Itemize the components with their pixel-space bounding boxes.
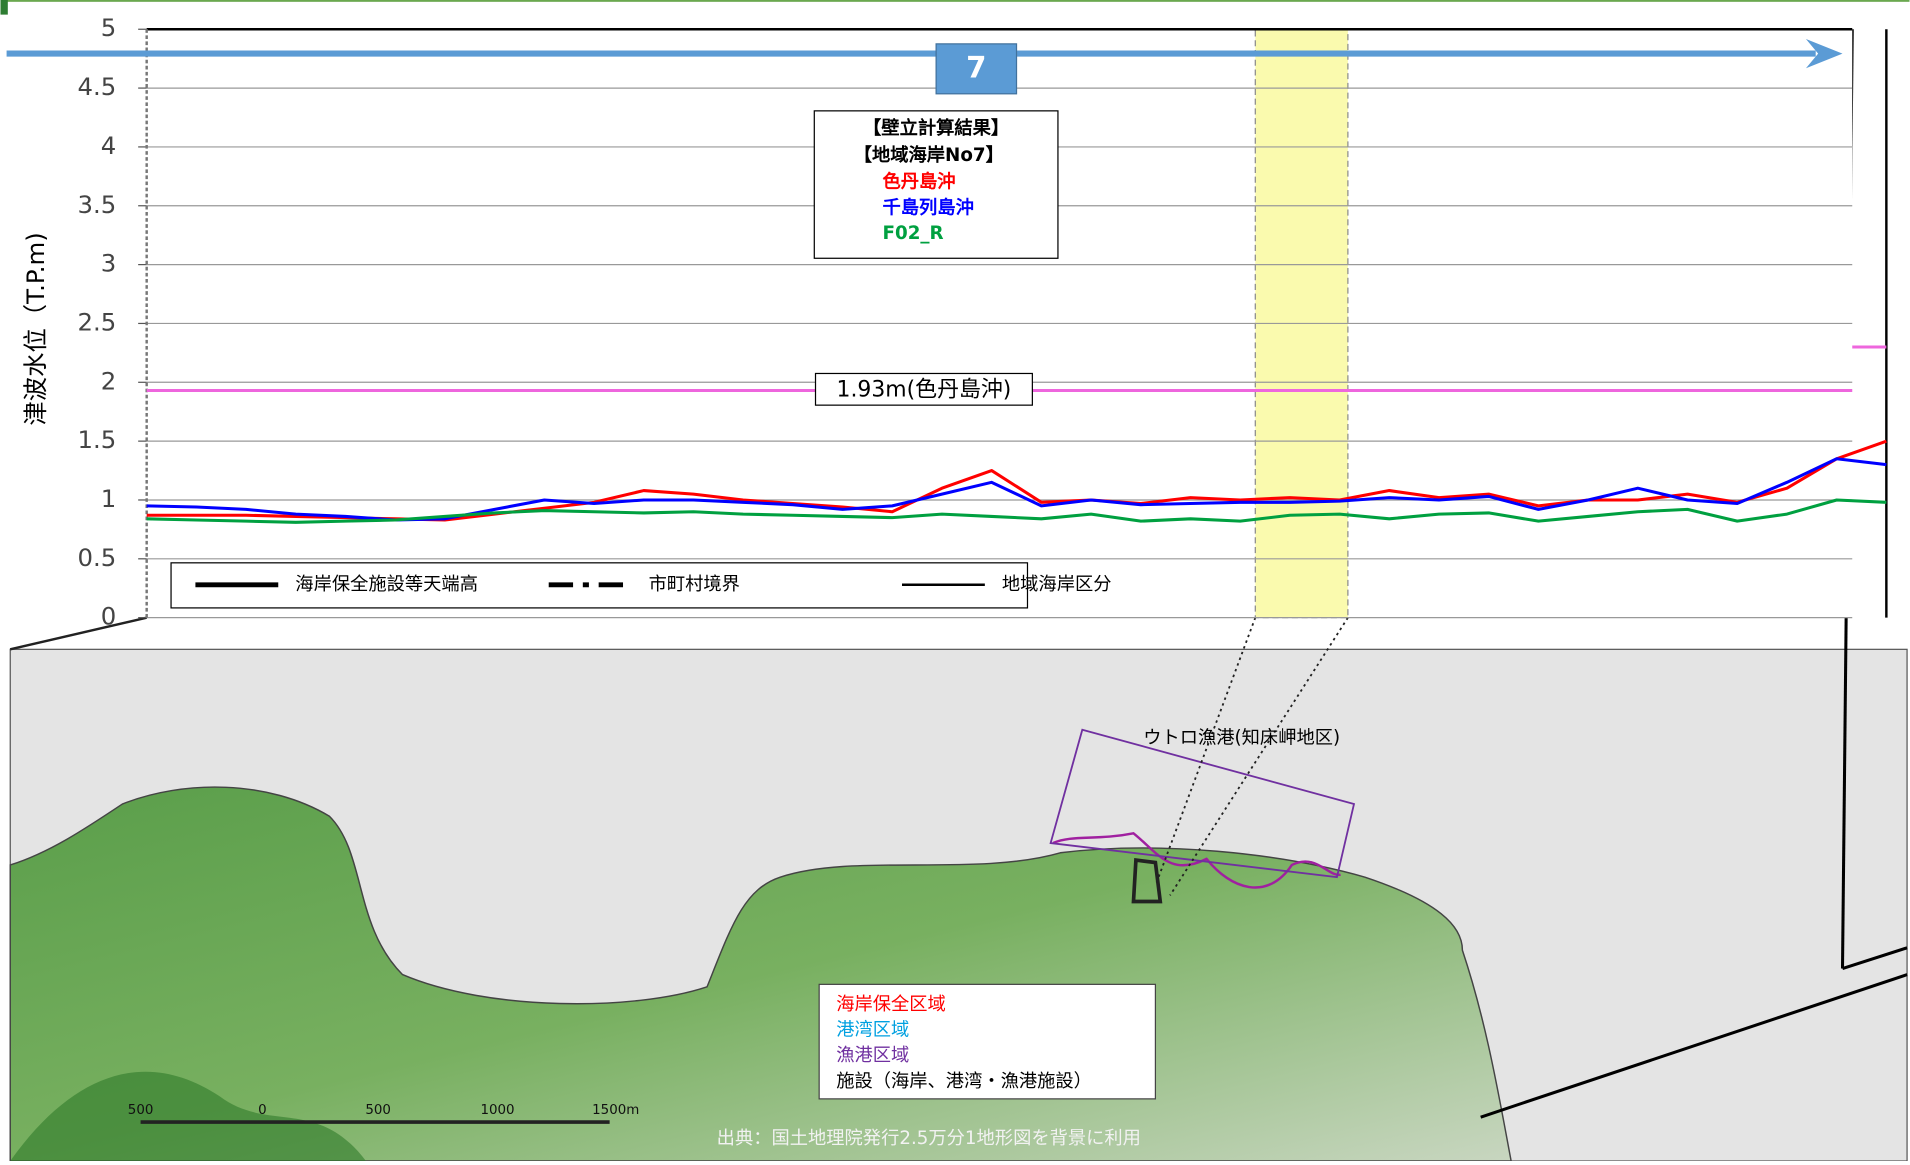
line-legend: 海岸保全施設等天端高 市町村境界 地域海岸区分 bbox=[195, 574, 1112, 595]
y-tick-label: 2.5 bbox=[77, 307, 116, 336]
reference-label: 1.93m(色丹島沖) bbox=[837, 378, 1012, 403]
series-lines bbox=[146, 439, 1887, 524]
region-boundary bbox=[1842, 946, 1908, 970]
y-tick-label: 5 bbox=[101, 13, 117, 42]
reference-lines: 1.93m(色丹島沖) bbox=[146, 345, 1887, 406]
map-legend-box bbox=[818, 983, 1157, 1100]
y-tick-label: 1 bbox=[101, 484, 117, 513]
y-tick-label: 4.5 bbox=[77, 72, 116, 101]
scale-label: 500 bbox=[128, 1103, 154, 1118]
fishing-port-area bbox=[1052, 831, 1341, 889]
legend-title: 【壁立計算結果】 bbox=[863, 117, 1009, 139]
y-tick-label: 0 bbox=[101, 602, 117, 631]
harbor-label: ウトロ漁港(知床岬地区) bbox=[1143, 727, 1340, 748]
arrow-head bbox=[1805, 38, 1843, 69]
legend-title: 【地域海岸No7】 bbox=[854, 144, 1004, 166]
series-line bbox=[146, 457, 1887, 522]
series-line bbox=[146, 498, 1887, 524]
connector bbox=[1169, 617, 1349, 896]
map-legend-entry: 海岸保全区域 bbox=[836, 994, 946, 1015]
facility bbox=[1131, 858, 1163, 904]
legend-entry: 千島列島沖 bbox=[883, 196, 974, 218]
y-tick-label: 2 bbox=[101, 366, 117, 395]
y-axis-label: 津波水位（T.P.m) bbox=[21, 232, 50, 425]
line-legend-label: 海岸保全施設等天端高 bbox=[295, 574, 478, 595]
y-tick-label: 4 bbox=[101, 131, 117, 160]
legend-entry: 色丹島沖 bbox=[883, 171, 956, 193]
scale-label: 0 bbox=[258, 1103, 267, 1118]
map-legend-entry: 漁港区域 bbox=[836, 1045, 909, 1066]
ridge bbox=[10, 1071, 366, 1161]
y-tick-label: 1.5 bbox=[77, 425, 116, 454]
scale-label: 1500m bbox=[592, 1103, 639, 1118]
harbor-box bbox=[1049, 728, 1356, 879]
source: 出典：国土地理院発行2.5万分1地形図を背景に利用 bbox=[717, 1128, 1141, 1149]
corner-mark bbox=[0, 0, 8, 15]
y-tick-label: 0.5 bbox=[77, 543, 116, 572]
map-legend-entry: 港湾区域 bbox=[836, 1020, 909, 1041]
line-legend-label: 市町村境界 bbox=[649, 574, 740, 595]
map-legend-entry: 施設（海岸、港湾・漁港施設） bbox=[836, 1071, 1092, 1092]
scale-label: 1000 bbox=[481, 1103, 515, 1118]
scale-label: 500 bbox=[365, 1103, 391, 1118]
top-rule bbox=[0, 0, 1910, 2]
legend-entry: F02_R bbox=[883, 223, 944, 244]
legend-box bbox=[813, 110, 1059, 259]
connector bbox=[9, 616, 147, 651]
reference-label-box bbox=[814, 372, 1033, 406]
scale: 500 0 500 1000 1500m bbox=[128, 1103, 639, 1118]
y-tick-label: 3.5 bbox=[77, 190, 116, 219]
connector bbox=[1154, 617, 1257, 886]
y-tick-label: 3 bbox=[101, 249, 117, 278]
region-box bbox=[935, 43, 1018, 95]
line-legend-label: 地域海岸区分 bbox=[1002, 574, 1112, 595]
region-label: 7 bbox=[966, 50, 986, 84]
connector bbox=[1480, 973, 1908, 1119]
